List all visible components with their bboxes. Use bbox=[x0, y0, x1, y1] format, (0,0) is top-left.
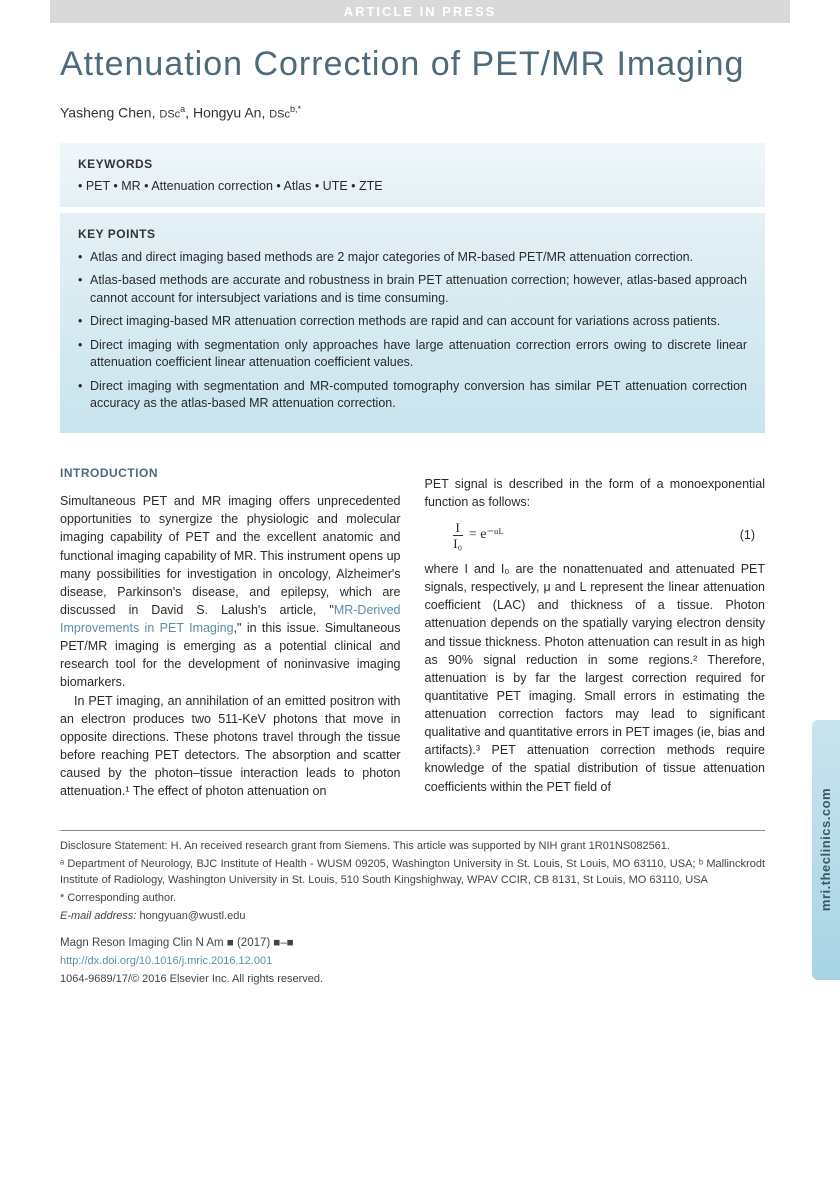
equation-fraction: I I₀ bbox=[453, 521, 463, 550]
keywords-items: • PET • MR • Attenuation correction • At… bbox=[78, 179, 747, 193]
keypoint-item: Atlas and direct imaging based methods a… bbox=[78, 249, 747, 267]
article-in-press-banner: ARTICLE IN PRESS bbox=[50, 0, 790, 23]
keypoint-item: Direct imaging with segmentation and MR-… bbox=[78, 378, 747, 413]
eq-numerator: I bbox=[453, 521, 463, 536]
affiliation-a: ᵃ Department of Neurology, BJC Institute… bbox=[60, 858, 699, 870]
affiliations: ᵃ Department of Neurology, BJC Institute… bbox=[60, 857, 765, 889]
doi-link[interactable]: http://dx.doi.org/10.1016/j.mric.2016.12… bbox=[60, 955, 272, 967]
eq-rhs: = e⁻ᵘᴸ bbox=[469, 525, 504, 545]
author-2-degree: DSc bbox=[269, 109, 290, 121]
column-left: INTRODUCTION Simultaneous PET and MR ima… bbox=[60, 439, 401, 801]
journal-citation: Magn Reson Imaging Clin N Am ■ (2017) ■–… bbox=[60, 935, 765, 952]
page-content: Attenuation Correction of PET/MR Imaging… bbox=[0, 23, 840, 1020]
email-address[interactable]: hongyuan@wustl.edu bbox=[139, 910, 245, 922]
side-tab-label: mri.theclinics.com bbox=[819, 788, 834, 911]
intro-p1-text-a: Simultaneous PET and MR imaging offers u… bbox=[60, 494, 401, 617]
keypoint-item: Atlas-based methods are accurate and rob… bbox=[78, 272, 747, 307]
author-1-aff: a bbox=[180, 104, 185, 114]
copyright-line: 1064-9689/17/© 2016 Elsevier Inc. All ri… bbox=[60, 972, 765, 988]
email-label: E-mail address: bbox=[60, 910, 136, 922]
keypoints-box: KEY POINTS Atlas and direct imaging base… bbox=[60, 213, 765, 433]
footnotes: Disclosure Statement: H. An received res… bbox=[60, 830, 765, 987]
eq-denominator: I₀ bbox=[453, 536, 462, 550]
email-line: E-mail address: hongyuan@wustl.edu bbox=[60, 909, 765, 925]
keypoints-heading: KEY POINTS bbox=[78, 227, 747, 241]
side-tab[interactable]: mri.theclinics.com bbox=[812, 720, 840, 980]
body-columns: INTRODUCTION Simultaneous PET and MR ima… bbox=[60, 439, 765, 801]
introduction-heading: INTRODUCTION bbox=[60, 465, 401, 482]
keypoints-list: Atlas and direct imaging based methods a… bbox=[78, 249, 747, 413]
column-right: PET signal is described in the form of a… bbox=[425, 439, 766, 801]
author-1-name: Yasheng Chen bbox=[60, 105, 152, 121]
author-2-aff: b,* bbox=[290, 104, 301, 114]
equation-1: I I₀ = e⁻ᵘᴸ (1) bbox=[453, 521, 766, 550]
col2-p2: where I and I₀ are the nonattenuated and… bbox=[425, 560, 766, 796]
authors-line: Yasheng Chen, DSca, Hongyu An, DScb,* bbox=[60, 104, 765, 121]
keywords-box: KEYWORDS • PET • MR • Attenuation correc… bbox=[60, 143, 765, 207]
keypoint-item: Direct imaging with segmentation only ap… bbox=[78, 337, 747, 372]
keypoint-item: Direct imaging-based MR attenuation corr… bbox=[78, 313, 747, 331]
author-1-degree: DSc bbox=[159, 109, 180, 121]
author-2-name: Hongyu An bbox=[193, 105, 262, 121]
corresponding-author: * Corresponding author. bbox=[60, 891, 765, 907]
intro-paragraph-1: Simultaneous PET and MR imaging offers u… bbox=[60, 492, 401, 691]
disclosure-statement: Disclosure Statement: H. An received res… bbox=[60, 839, 765, 855]
col2-p1: PET signal is described in the form of a… bbox=[425, 475, 766, 511]
keywords-heading: KEYWORDS bbox=[78, 157, 747, 171]
article-title: Attenuation Correction of PET/MR Imaging bbox=[60, 45, 765, 84]
equation-number: (1) bbox=[740, 526, 765, 544]
intro-paragraph-2: In PET imaging, an annihilation of an em… bbox=[60, 692, 401, 801]
